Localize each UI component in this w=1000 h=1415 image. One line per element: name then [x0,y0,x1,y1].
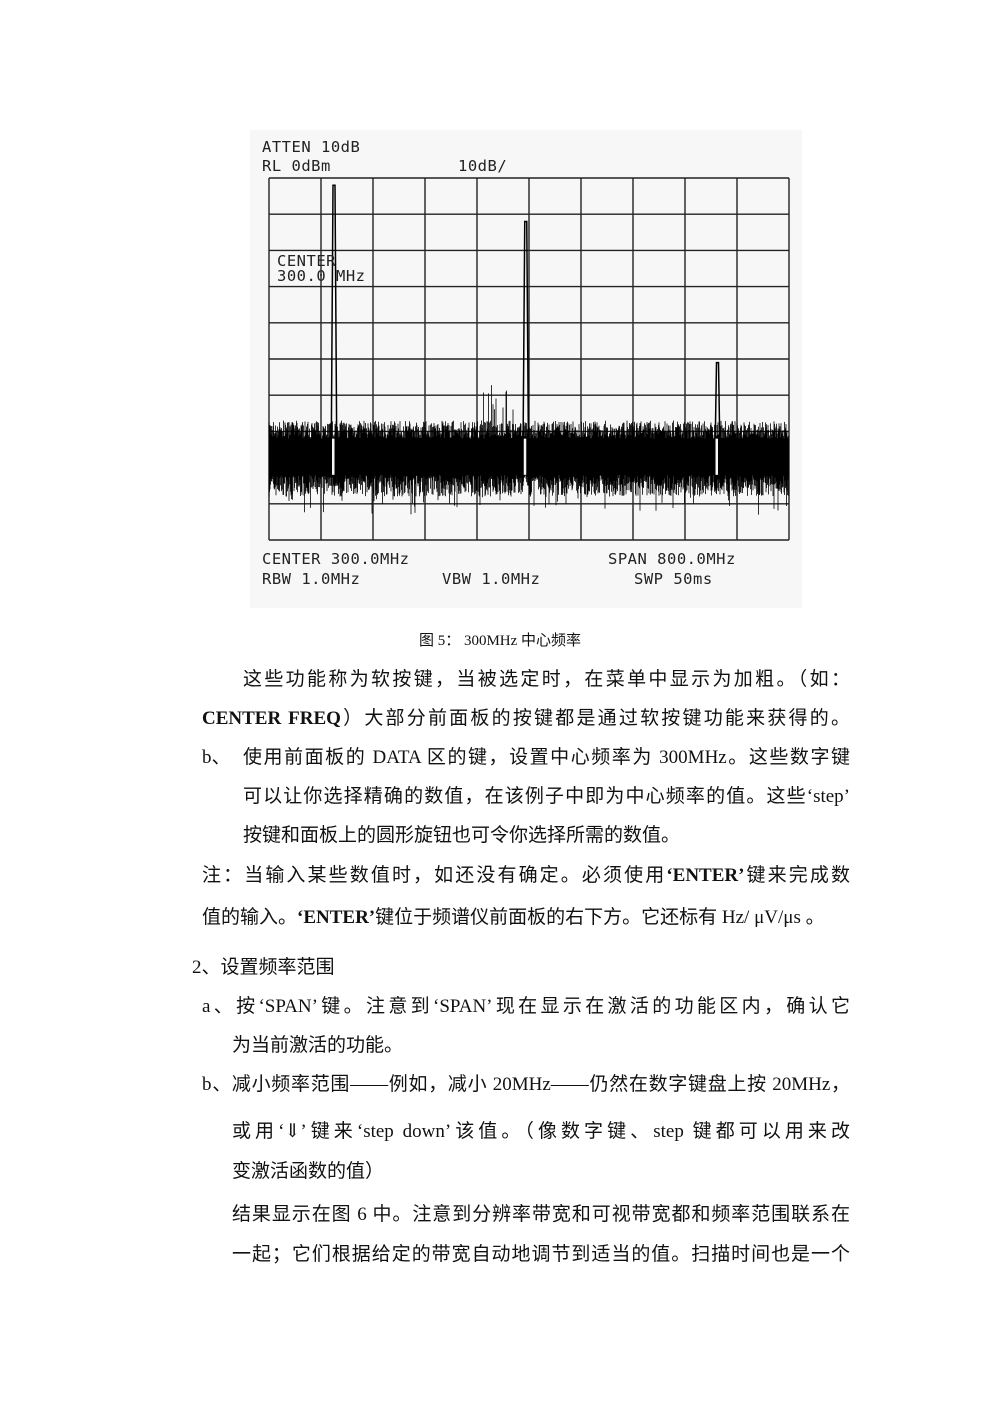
peak-gap [715,438,718,475]
active-function-label: CENTER [277,252,336,270]
paragraph-line: 可以让你选择精确的数值，在该例子中即为中心频率的值。这些‘step’ [243,786,850,807]
signal-peak [522,220,530,486]
vbw-readout: VBW 1.0MHz [442,570,541,588]
bold-term: CENTER FREQ [202,708,341,729]
bold-term: ‘ENTER’ [666,865,745,886]
paragraph-line: 一起；它们根据给定的带宽自动地调节到适当的值。扫描时间也是一个 [232,1244,850,1265]
figure-caption: 图 5： 300MHz 中心频率 [418,633,582,649]
paragraph-line: 结果显示在图 6 中。注意到分辨率带宽和可视带宽都和频率范围联系在 [232,1204,850,1225]
list-marker: b、 [202,747,231,768]
peak-gap [332,438,335,475]
center-readout: CENTER 300.0MHz [262,550,410,568]
signal-peak [330,184,338,486]
note-text: 键来完成数 [744,865,850,886]
paragraph-line: 按键和面板上的圆形旋钮也可令你选择所需的数值。 [243,825,681,846]
span-readout: SPAN 800.0MHz [608,550,736,568]
paragraph-line: CENTER FREQ）大部分前面板的按键都是通过软按键功能来获得的。 [202,707,850,731]
paragraph-line: 变激活函数的值） [232,1161,385,1182]
paragraph-text: ）大部分前面板的按键都是通过软按键功能来获得的。 [340,708,850,729]
note-line: 注：当输入某些数值时，如还没有确定。必须使用‘ENTER’键来完成数 [202,864,850,888]
spectrum-analyzer-screenshot: ATTEN 10dB RL 0dBm 10dB/ CENTER 300.0 MH… [250,130,802,608]
note-text: 注：当输入某些数值时，如还没有确定。必须使用 [202,865,667,886]
active-function-value: 300.0 MHz [277,267,366,285]
noise-trace [268,385,789,515]
paragraph-line: b、减小频率范围——例如，减小 20MHz——仍然在数字键盘上按 20MHz， [202,1074,850,1095]
section-heading: 2、设置频率范围 [192,957,335,978]
paragraph-line: 使用前面板的 DATA 区的键，设置中心频率为 300MHz。这些数字键 [243,747,850,768]
atten-readout: ATTEN 10dB [262,138,361,156]
note-text: 值的输入。 [202,907,298,928]
signal-peak [713,361,722,486]
sweep-readout: SWP 50ms [634,570,713,588]
rbw-readout: RBW 1.0MHz [262,570,361,588]
bold-term: ‘ENTER’ [297,907,376,928]
ref-level-readout: RL 0dBm [262,157,331,175]
scale-readout: 10dB/ [458,157,508,175]
spectrum-display [268,177,790,541]
note-text: 键位于频谱仪前面板的右下方。它还标有 Hz/ μV/μs 。 [375,907,825,928]
paragraph-line: 这些功能称为软按键，当被选定时，在菜单中显示为加粗。（如： [243,669,850,690]
paragraph-line: 为当前激活的功能。 [232,1035,404,1056]
paragraph-line: 或用‘⇓’键来‘step down’该值。（像数字键、step 键都可以用来改 [232,1121,850,1142]
paragraph-line: a、按‘SPAN’键。注意到‘SPAN’现在显示在激活的功能区内，确认它 [202,996,850,1017]
peak-gap [523,438,527,475]
note-line: 值的输入。‘ENTER’键位于频谱仪前面板的右下方。它还标有 Hz/ μV/μs… [202,906,825,930]
